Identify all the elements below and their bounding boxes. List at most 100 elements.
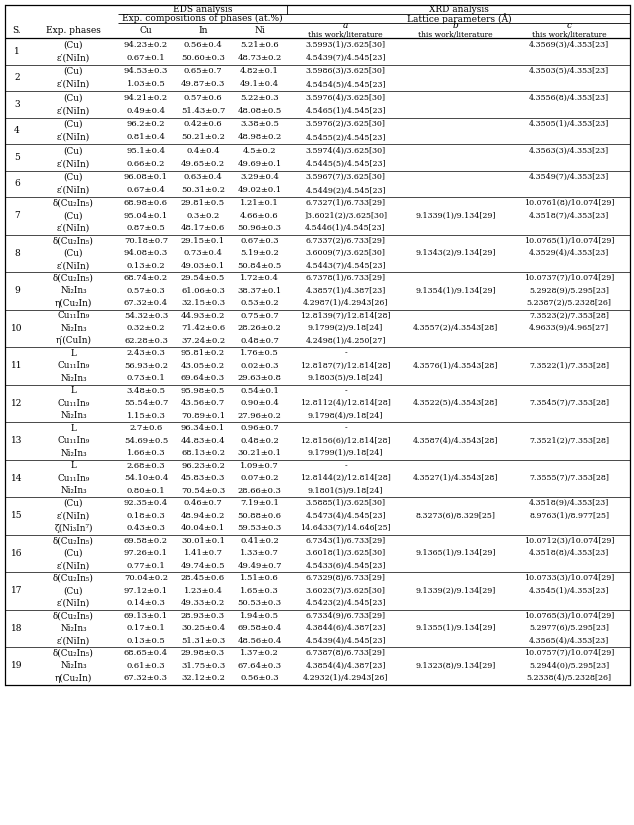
Text: 59.53±0.3: 59.53±0.3 bbox=[237, 524, 281, 532]
Text: 50.60±0.3: 50.60±0.3 bbox=[181, 54, 225, 62]
Text: 9: 9 bbox=[14, 286, 20, 295]
Text: 1.03±0.5: 1.03±0.5 bbox=[127, 80, 165, 88]
Text: 48.73±0.2: 48.73±0.2 bbox=[237, 54, 281, 62]
Text: 94.08±0.3: 94.08±0.3 bbox=[124, 249, 168, 257]
Text: 67.32±0.4: 67.32±0.4 bbox=[124, 299, 168, 307]
Text: 8.3273(6)/8.329[25]: 8.3273(6)/8.329[25] bbox=[415, 512, 495, 520]
Text: 9.1365(1)/9.134[29]: 9.1365(1)/9.134[29] bbox=[415, 549, 496, 557]
Text: 49.69±0.1: 49.69±0.1 bbox=[237, 160, 281, 167]
Text: 92.35±0.4: 92.35±0.4 bbox=[124, 499, 168, 507]
Text: 10.0712(3)/10.074[29]: 10.0712(3)/10.074[29] bbox=[524, 537, 614, 544]
Text: 10.0765(3)/10.074[29]: 10.0765(3)/10.074[29] bbox=[524, 612, 614, 620]
Text: 0.67±0.4: 0.67±0.4 bbox=[127, 186, 165, 195]
Text: L: L bbox=[70, 461, 76, 470]
Text: 0.18±0.3: 0.18±0.3 bbox=[127, 512, 165, 520]
Text: ε′(NiIn): ε′(NiIn) bbox=[57, 133, 90, 142]
Text: 0.56±0.3: 0.56±0.3 bbox=[240, 674, 279, 682]
Text: 50.31±0.2: 50.31±0.2 bbox=[181, 186, 225, 195]
Text: 69.58±0.2: 69.58±0.2 bbox=[124, 537, 168, 544]
Text: this work/literature: this work/literature bbox=[532, 31, 606, 39]
Text: 4.9633(9)/4.965[27]: 4.9633(9)/4.965[27] bbox=[529, 324, 609, 332]
Text: 4.3569(3)/4.353[23]: 4.3569(3)/4.353[23] bbox=[529, 40, 609, 49]
Text: 1.66±0.3: 1.66±0.3 bbox=[127, 450, 165, 457]
Text: 4.82±0.1: 4.82±0.1 bbox=[240, 67, 279, 75]
Text: 0.66±0.2: 0.66±0.2 bbox=[127, 160, 165, 167]
Text: 28.26±0.2: 28.26±0.2 bbox=[238, 324, 281, 332]
Text: 0.41±0.2: 0.41±0.2 bbox=[240, 537, 279, 544]
Text: 70.89±0.1: 70.89±0.1 bbox=[181, 412, 225, 420]
Text: 49.49±0.7: 49.49±0.7 bbox=[237, 562, 281, 570]
Text: 4.3576(1)/4.3543[28]: 4.3576(1)/4.3543[28] bbox=[413, 361, 498, 370]
Text: Ni₂In₃: Ni₂In₃ bbox=[60, 286, 87, 295]
Text: 0.17±0.1: 0.17±0.1 bbox=[127, 625, 165, 632]
Text: 0.63±0.4: 0.63±0.4 bbox=[184, 173, 223, 182]
Text: 0.49±0.4: 0.49±0.4 bbox=[127, 107, 165, 115]
Text: Ni: Ni bbox=[254, 26, 265, 35]
Text: 29.81±0.5: 29.81±0.5 bbox=[181, 200, 225, 207]
Text: 9.1339(1)/9.134[29]: 9.1339(1)/9.134[29] bbox=[415, 212, 496, 219]
Text: 1.72±0.4: 1.72±0.4 bbox=[240, 274, 279, 282]
Text: 3.6023(7)/3.625[30]: 3.6023(7)/3.625[30] bbox=[306, 587, 385, 595]
Text: 4.2932(1)/4.2943[26]: 4.2932(1)/4.2943[26] bbox=[303, 674, 388, 682]
Text: 96.08±0.1: 96.08±0.1 bbox=[124, 173, 168, 182]
Text: 4.5455(2)/4.545[23]: 4.5455(2)/4.545[23] bbox=[306, 134, 385, 141]
Text: 95.04±0.1: 95.04±0.1 bbox=[124, 212, 168, 219]
Text: 0.57±0.3: 0.57±0.3 bbox=[127, 287, 165, 295]
Text: 0.96±0.7: 0.96±0.7 bbox=[240, 424, 279, 432]
Text: (Cu): (Cu) bbox=[64, 499, 83, 507]
Text: 12.8112(4)/12.814[28]: 12.8112(4)/12.814[28] bbox=[300, 399, 391, 408]
Text: 1.65±0.3: 1.65±0.3 bbox=[240, 587, 279, 595]
Text: 4.3844(6)/4.387[23]: 4.3844(6)/4.387[23] bbox=[306, 625, 385, 632]
Text: 0.48±0.7: 0.48±0.7 bbox=[240, 337, 279, 345]
Text: 0.43±0.3: 0.43±0.3 bbox=[127, 524, 165, 532]
Text: 50.21±0.2: 50.21±0.2 bbox=[181, 134, 225, 141]
Text: 3: 3 bbox=[14, 100, 20, 109]
Text: 7.3555(7)/7.353[28]: 7.3555(7)/7.353[28] bbox=[529, 474, 609, 483]
Text: 37.24±0.2: 37.24±0.2 bbox=[181, 337, 225, 345]
Text: ε′(NiIn): ε′(NiIn) bbox=[57, 224, 90, 233]
Text: 0.54±0.1: 0.54±0.1 bbox=[240, 387, 279, 394]
Text: 32.15±0.3: 32.15±0.3 bbox=[181, 299, 225, 307]
Text: 97.12±0.1: 97.12±0.1 bbox=[124, 587, 168, 595]
Text: 54.32±0.3: 54.32±0.3 bbox=[124, 312, 168, 320]
Text: 3.5976(4)/3.625[30]: 3.5976(4)/3.625[30] bbox=[306, 93, 385, 101]
Text: 0.3±0.2: 0.3±0.2 bbox=[186, 212, 219, 219]
Text: 96.23±0.2: 96.23±0.2 bbox=[181, 462, 225, 469]
Text: δ(Cu₂In₅): δ(Cu₂In₅) bbox=[53, 536, 94, 545]
Text: 0.73±0.4: 0.73±0.4 bbox=[184, 249, 223, 257]
Text: 44.93±0.2: 44.93±0.2 bbox=[181, 312, 225, 320]
Text: (Cu): (Cu) bbox=[64, 211, 83, 220]
Text: 96.2±0.2: 96.2±0.2 bbox=[127, 120, 165, 128]
Text: S.: S. bbox=[13, 26, 22, 35]
Text: 2.68±0.3: 2.68±0.3 bbox=[127, 462, 165, 469]
Text: 4.5439(4)/4.545[23]: 4.5439(4)/4.545[23] bbox=[305, 637, 385, 645]
Text: 6.7327(1)/6.733[29]: 6.7327(1)/6.733[29] bbox=[306, 200, 385, 207]
Text: 38.37±0.1: 38.37±0.1 bbox=[237, 287, 281, 295]
Text: 0.02±0.3: 0.02±0.3 bbox=[240, 361, 279, 370]
Text: 69.64±0.3: 69.64±0.3 bbox=[181, 375, 225, 382]
Text: Cu₁₁In₉: Cu₁₁In₉ bbox=[57, 398, 89, 408]
Text: 68.74±0.2: 68.74±0.2 bbox=[124, 274, 168, 282]
Text: 4.3505(1)/4.353[23]: 4.3505(1)/4.353[23] bbox=[529, 120, 609, 128]
Text: 12.8139(7)/12.814[28]: 12.8139(7)/12.814[28] bbox=[301, 312, 391, 320]
Text: (Cu): (Cu) bbox=[64, 249, 83, 257]
Text: 50.84±0.5: 50.84±0.5 bbox=[237, 262, 281, 270]
Text: 1.94±0.5: 1.94±0.5 bbox=[240, 612, 279, 620]
Text: 0.48±0.2: 0.48±0.2 bbox=[240, 436, 279, 445]
Text: 29.98±0.3: 29.98±0.3 bbox=[181, 649, 225, 658]
Text: 55.54±0.7: 55.54±0.7 bbox=[124, 399, 168, 408]
Text: 0.67±0.3: 0.67±0.3 bbox=[240, 237, 279, 245]
Text: (Cu): (Cu) bbox=[64, 549, 83, 558]
Text: 3.5986(3)/3.625[30]: 3.5986(3)/3.625[30] bbox=[306, 67, 385, 75]
Text: 5.21±0.6: 5.21±0.6 bbox=[240, 40, 279, 49]
Text: 4.5439(7)/4.545[23]: 4.5439(7)/4.545[23] bbox=[306, 54, 385, 62]
Text: 4.3503(5)/4.353[23]: 4.3503(5)/4.353[23] bbox=[529, 67, 609, 75]
Text: 51.31±0.3: 51.31±0.3 bbox=[181, 637, 225, 645]
Text: 0.61±0.3: 0.61±0.3 bbox=[127, 662, 165, 670]
Text: 9.1323(8)/9.134[29]: 9.1323(8)/9.134[29] bbox=[415, 662, 496, 670]
Text: 9.1343(2)/9.134[29]: 9.1343(2)/9.134[29] bbox=[415, 249, 496, 257]
Text: 0.56±0.4: 0.56±0.4 bbox=[184, 40, 223, 49]
Text: 9.1799(2)/9.18[24]: 9.1799(2)/9.18[24] bbox=[308, 324, 383, 332]
Text: 0.07±0.2: 0.07±0.2 bbox=[240, 474, 279, 483]
Text: 10.0737(7)/10.074[29]: 10.0737(7)/10.074[29] bbox=[524, 274, 614, 282]
